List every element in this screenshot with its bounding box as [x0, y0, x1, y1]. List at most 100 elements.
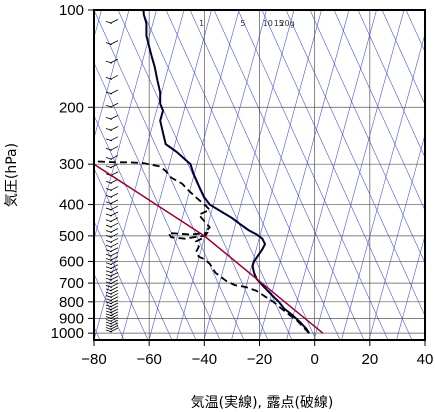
- x-tick-label: −20: [247, 351, 272, 368]
- adiabat-line: [285, 10, 425, 317]
- isotherm-line: [176, 10, 267, 340]
- adiabat-line: [405, 10, 425, 53]
- wind-barb-flag: [109, 296, 119, 302]
- wind-barb-flag: [109, 179, 119, 184]
- wind-barb-flag: [109, 242, 119, 248]
- wind-barb-flag: [109, 115, 119, 120]
- wind-barb-flag: [109, 279, 119, 285]
- wind-barb-flag: [109, 40, 119, 46]
- adiabat-line: [357, 10, 425, 159]
- y-axis-title: 気圧(hPa): [4, 143, 20, 207]
- wind-barb-flag: [109, 217, 119, 223]
- y-tick-label: 800: [59, 294, 84, 311]
- isotherm-line: [396, 234, 425, 340]
- isotherm-line: [94, 10, 185, 340]
- adiabat-line: [94, 220, 149, 340]
- dewpoint-series-line: [94, 160, 310, 334]
- adiabat-line: [189, 10, 341, 340]
- isotherm-line: [94, 10, 102, 39]
- wind-barb-flag: [109, 289, 119, 295]
- wind-barb-flag: [109, 325, 119, 330]
- wind-barb-flag: [109, 163, 119, 169]
- wind-barb-flag: [109, 311, 119, 317]
- wind-barb-flag: [109, 205, 119, 211]
- adiabat-line: [333, 10, 425, 211]
- wind-barb-flag: [109, 293, 119, 298]
- isotherm-line: [341, 32, 425, 340]
- wind-barb-flag: [109, 75, 119, 80]
- adiabat-line: [94, 62, 221, 340]
- wind-barb-flag: [109, 260, 119, 266]
- wind-barb-flag: [109, 314, 119, 320]
- isotherm-line: [258, 10, 350, 340]
- x-tick-label: −40: [192, 351, 217, 368]
- temperature-series-line: [142, 10, 310, 334]
- wind-barb-flag: [109, 268, 119, 274]
- wind-barb-flag: [109, 238, 119, 243]
- wind-barb-flag: [109, 305, 119, 311]
- isotherm-line: [203, 10, 295, 340]
- parcel-path-line: [94, 163, 324, 334]
- adiabat-line: [94, 10, 245, 340]
- wind-barb-flag: [109, 228, 119, 233]
- x-axis-title: 気温(実線), 露点(破線): [191, 395, 334, 411]
- isotherm-line: [231, 10, 322, 340]
- adiabat-line: [381, 10, 425, 106]
- wind-barb-flag: [109, 308, 119, 314]
- wind-barb-flag: [109, 193, 119, 198]
- adiabat-line: [94, 273, 125, 340]
- y-tick-label: 200: [59, 99, 84, 116]
- wind-barb-flag: [109, 327, 119, 333]
- y-tick-label: 500: [59, 228, 84, 245]
- y-tick-label: 900: [59, 310, 84, 327]
- wind-barb-flag: [109, 146, 119, 151]
- adiabat-line: [261, 10, 413, 340]
- wind-barb-flag: [109, 302, 119, 308]
- wind-barb-flag: [109, 299, 119, 305]
- mixing-ratio-label: 10: [263, 19, 273, 28]
- wind-barb-flag: [109, 283, 119, 288]
- adiabat-line: [141, 10, 293, 340]
- wind-barb-flag: [109, 264, 119, 270]
- wind-barb-flag: [109, 272, 119, 277]
- y-tick-label: 300: [59, 156, 84, 173]
- wind-barb-flag: [109, 222, 119, 228]
- adiabat-line: [309, 10, 425, 264]
- wind-barb-flag: [109, 126, 119, 131]
- isotherm-line: [313, 10, 405, 340]
- wind-barb-flag: [109, 275, 119, 281]
- y-tick-label: 100: [59, 2, 84, 19]
- wind-barb-flag: [109, 102, 119, 108]
- mixing-ratio-label: 1: [199, 19, 204, 28]
- adiabat-line: [213, 10, 365, 340]
- adiabat-line: [165, 10, 317, 340]
- mixing-ratio-label: 15: [274, 19, 284, 28]
- wind-barb-flag: [109, 317, 119, 322]
- x-tick-label: 40: [417, 351, 434, 368]
- y-tick-label: 700: [59, 275, 84, 292]
- wind-barb-flag: [109, 256, 119, 261]
- isotherm-line: [286, 10, 377, 340]
- wind-barb-flag: [109, 211, 119, 217]
- adiabat-line: [430, 10, 435, 340]
- x-tick-label: −60: [136, 351, 161, 368]
- wind-barb-flag: [109, 322, 119, 328]
- wind-barb-flag: [109, 247, 119, 253]
- y-tick-label: 400: [59, 197, 84, 214]
- wind-barb-flag: [109, 155, 119, 160]
- isotherm-line: [368, 133, 425, 340]
- wind-barb-flag: [109, 251, 119, 257]
- wind-barb-flag: [109, 136, 119, 142]
- wind-barb-flag: [109, 319, 119, 325]
- wind-barb-flag: [109, 19, 119, 24]
- mixing-ratio-label: 20g: [279, 19, 294, 28]
- adiabat-line: [237, 10, 389, 340]
- wind-barb-flag: [109, 186, 119, 191]
- y-tick-label: 600: [59, 253, 84, 270]
- isotherm-line: [121, 10, 212, 340]
- isotherm-line: [94, 10, 130, 140]
- wind-barb-flag: [109, 199, 119, 205]
- y-tick-label: 1000: [51, 325, 84, 342]
